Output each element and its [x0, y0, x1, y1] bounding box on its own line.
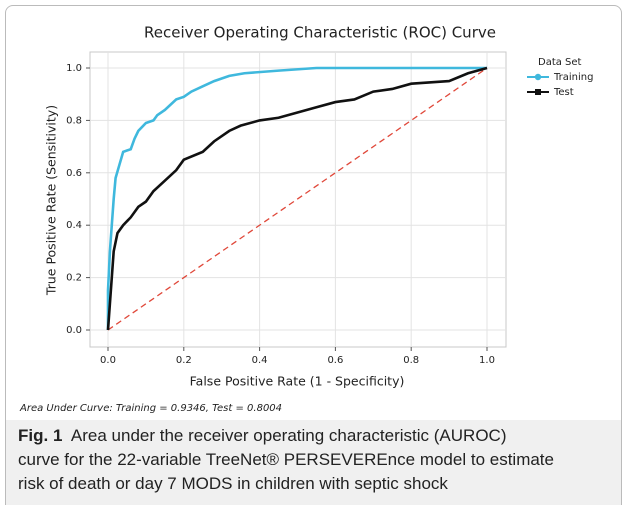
- x-tick-label: 0.2: [176, 355, 192, 366]
- legend-marker: [535, 89, 541, 95]
- chart: Receiver Operating Characteristic (ROC) …: [19, 24, 593, 415]
- legend-label: Test: [553, 87, 574, 98]
- legend-label: Training: [553, 72, 593, 83]
- legend-marker: [534, 73, 542, 81]
- x-tick-label: 1.0: [479, 355, 495, 366]
- caption-text: Area under the receiver operating charac…: [70, 426, 507, 445]
- footnote: Area Under Curve: Training = 0.9346, Tes…: [19, 403, 282, 414]
- caption-background: [5, 420, 622, 505]
- reference-line: [107, 67, 488, 331]
- caption-line: Fig. 1 Area under the receiver operating…: [18, 426, 507, 446]
- y-tick-label: 0.4: [66, 220, 82, 231]
- caption-text: curve for the 22-variable TreeNet® PERSE…: [18, 450, 554, 469]
- x-tick-label: 0.4: [252, 355, 268, 366]
- plot-panel: [89, 51, 507, 348]
- legend-title: Data Set: [538, 57, 582, 68]
- x-tick-label: 0.6: [327, 355, 343, 366]
- y-axis-label: True Positive Rate (Sensitivity): [44, 105, 59, 296]
- series-line: [106, 66, 487, 330]
- caption-text: risk of death or day 7 MODS in children …: [18, 474, 448, 493]
- y-tick-label: 1.0: [66, 63, 82, 74]
- chart-title: Receiver Operating Characteristic (ROC) …: [144, 24, 496, 42]
- x-tick-label: 0.8: [403, 355, 419, 366]
- x-axis-label: False Positive Rate (1 - Specificity): [190, 374, 405, 389]
- figure-border: [5, 5, 622, 505]
- y-tick-label: 0.8: [66, 115, 82, 126]
- series-line: [106, 66, 488, 331]
- y-tick-label: 0.2: [66, 273, 82, 284]
- caption-label: Fig. 1: [18, 426, 63, 445]
- x-tick-label: 0.0: [100, 355, 116, 366]
- y-tick-label: 0.0: [66, 325, 82, 336]
- y-tick-label: 0.6: [66, 168, 82, 179]
